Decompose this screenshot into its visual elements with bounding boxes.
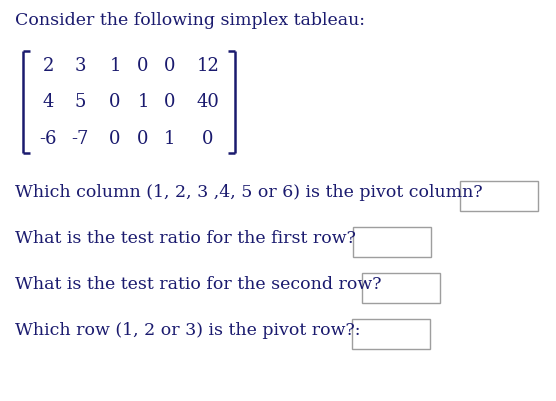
Text: Which row (1, 2 or 3) is the pivot row?:: Which row (1, 2 or 3) is the pivot row?: xyxy=(15,321,360,338)
Text: 0: 0 xyxy=(109,130,121,148)
Text: 3: 3 xyxy=(75,57,86,75)
Text: 12: 12 xyxy=(197,57,220,75)
FancyBboxPatch shape xyxy=(352,319,430,349)
FancyBboxPatch shape xyxy=(353,227,431,257)
Text: 1: 1 xyxy=(137,93,149,111)
Text: -7: -7 xyxy=(71,130,89,148)
Text: 0: 0 xyxy=(137,57,149,75)
Text: Which column (1, 2, 3 ,4, 5 or 6) is the pivot column?: Which column (1, 2, 3 ,4, 5 or 6) is the… xyxy=(15,184,483,200)
Text: 2: 2 xyxy=(42,57,54,75)
Text: 0: 0 xyxy=(164,93,176,111)
Text: 5: 5 xyxy=(75,93,86,111)
Text: 1: 1 xyxy=(109,57,121,75)
Text: 1: 1 xyxy=(164,130,176,148)
Text: 0: 0 xyxy=(137,130,149,148)
Text: 0: 0 xyxy=(202,130,214,148)
FancyBboxPatch shape xyxy=(460,182,538,211)
Text: 4: 4 xyxy=(42,93,54,111)
Text: 0: 0 xyxy=(109,93,121,111)
Text: 0: 0 xyxy=(164,57,176,75)
Text: 40: 40 xyxy=(197,93,220,111)
Text: Consider the following simplex tableau:: Consider the following simplex tableau: xyxy=(15,12,365,29)
Text: What is the test ratio for the first row?: What is the test ratio for the first row… xyxy=(15,229,356,246)
Text: -6: -6 xyxy=(39,130,57,148)
FancyBboxPatch shape xyxy=(362,273,440,303)
Text: What is the test ratio for the second row?: What is the test ratio for the second ro… xyxy=(15,275,381,292)
